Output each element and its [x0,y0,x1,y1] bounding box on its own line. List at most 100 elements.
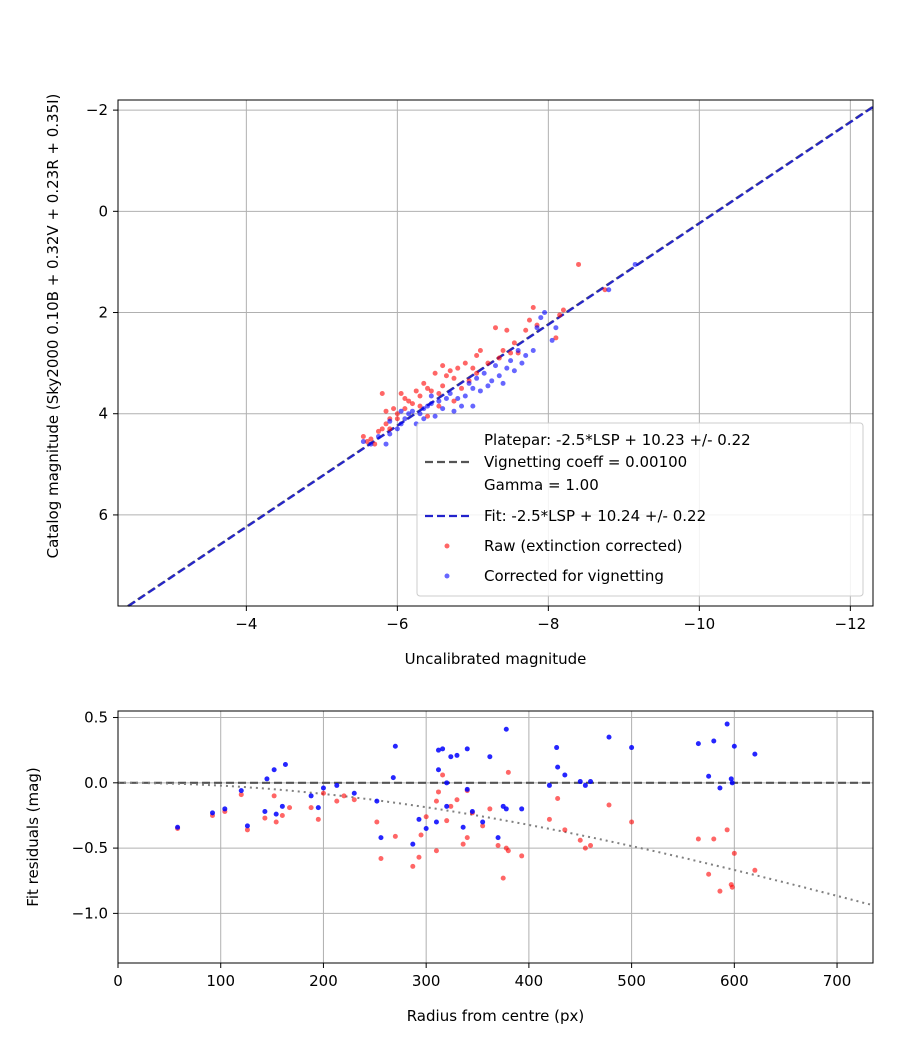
bottom-x-tick-label: 100 [206,972,235,990]
raw-point [432,370,438,376]
raw-point [493,325,498,331]
corrected-residual-point [469,809,475,815]
raw-point [364,439,370,445]
corrected-residual-point [315,805,321,811]
raw-point [372,441,378,447]
raw-residual-point [262,815,268,821]
raw-residual-point [577,837,583,843]
top-y-tick-label: 0 [98,202,108,220]
corrected-point [398,421,404,427]
bottom-y-tick-label: 0.5 [84,709,108,727]
bottom-x-tick-label: 300 [412,972,441,990]
magnitude-chart: −4 −6 −8 −10 −12 −2 0 2 4 6 Uncalibrated magnitud… [44,94,874,668]
corrected-residual-point [444,803,450,809]
corrected-point [466,380,472,386]
raw-point [576,261,582,267]
corrected-residual-point [435,767,441,773]
bottom-reference-lines [118,781,874,907]
raw-residual-point [495,842,501,848]
raw-point [417,393,423,399]
corrected-point [432,413,438,419]
raw-residual-point [378,856,384,862]
top-x-tick-label: −12 [835,615,867,633]
raw-point [443,373,449,379]
corrected-residual-point [175,824,181,830]
corrected-residual-point [351,790,357,796]
raw-point [560,307,566,313]
raw-residual-point [588,842,594,848]
bottom-x-tick-label: 500 [617,972,646,990]
raw-point [526,317,532,323]
corrected-residual-point [390,775,396,781]
raw-residual-point [308,805,314,811]
corrected-point [360,439,366,445]
raw-point [523,327,529,333]
raw-residual-point [460,841,466,847]
corrected-residual-point [238,788,244,794]
raw-residual-point [271,793,277,799]
raw-residual-point [433,798,439,804]
corrected-point [489,378,495,384]
raw-point [477,347,483,353]
corrected-residual-point [210,810,216,816]
corrected-point [440,406,446,412]
raw-point [394,411,400,417]
raw-residual-point [392,833,398,839]
corrected-point [481,370,487,376]
corrected-residual-point [244,823,250,829]
corrected-point [523,353,529,359]
raw-residual-point [320,790,326,796]
raw-residual-point [418,832,424,838]
corrected-point [383,441,389,447]
raw-residual-point [374,819,380,825]
bottom-x-tick-label: 400 [515,972,544,990]
corrected-residual-point [271,767,277,773]
raw-point [368,436,374,442]
raw-point [425,413,431,419]
corrected-point [511,368,517,374]
corrected-residual-point [503,726,509,732]
raw-residual-point [729,884,735,890]
corrected-point [606,287,612,293]
corrected-residual-point [724,721,730,727]
corrected-residual-point [444,780,450,786]
raw-point [402,406,408,412]
bottom-grid [117,711,873,963]
corrected-residual-point [423,826,429,832]
corrected-residual-point [448,754,454,760]
corrected-point [402,416,408,422]
corrected-point [538,315,544,321]
corrected-residual-point [410,841,416,847]
corrected-residual-point [435,747,441,753]
corrected-point [530,347,536,353]
raw-point [413,388,419,394]
corrected-point [542,310,548,316]
corrected-residual-point [334,782,340,788]
legend-label: Vignetting coeff = 0.00100 [484,453,687,471]
corrected-residual-point [606,734,612,740]
raw-residual-point [555,795,561,801]
raw-residual-point [238,792,244,798]
raw-residual-point [433,848,439,854]
raw-point [391,406,397,412]
vignetting-curve [118,781,874,907]
corrected-residual-point [588,779,594,785]
legend-label: Gamma = 1.00 [484,476,599,494]
raw-residual-point [717,888,723,894]
corrected-residual-point [706,773,712,779]
raw-residual-point [695,836,701,842]
corrected-residual-point [374,798,380,804]
raw-point [451,375,457,381]
corrected-point [474,375,480,381]
top-ticks: −4 −6 −8 −10 −12 −2 0 2 4 6 [86,101,866,633]
corrected-point [417,411,423,417]
raw-point [602,287,608,293]
raw-residual-point [562,827,568,833]
corrected-residual-point [320,785,326,791]
corrected-point [500,380,506,386]
corrected-point [462,393,468,399]
raw-residual-point [279,812,285,818]
top-x-tick-label: −10 [684,615,716,633]
raw-residual-point [752,867,758,873]
